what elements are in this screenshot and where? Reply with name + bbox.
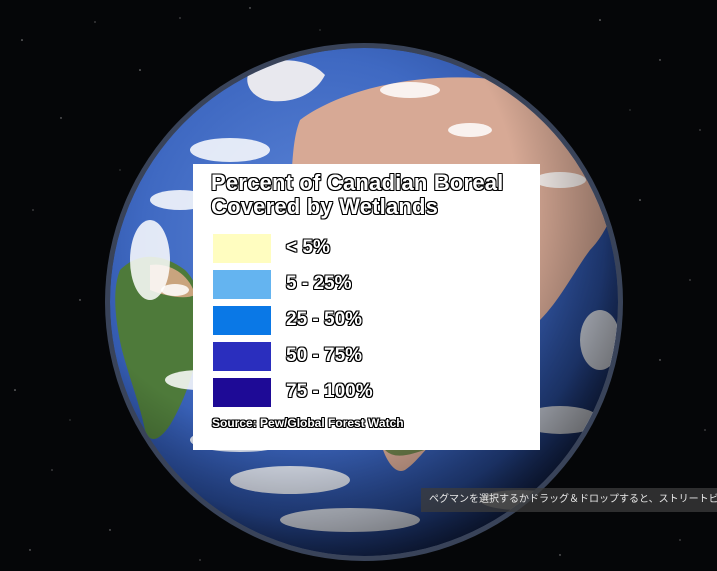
legend-title: Percent of Canadian Boreal Covered by We… (211, 171, 536, 219)
legend-item-label: 75 - 100% (286, 381, 373, 402)
legend-swatch (213, 306, 271, 335)
legend-swatch (213, 270, 271, 299)
wetlands-legend-panel: Percent of Canadian Boreal Covered by We… (193, 164, 540, 450)
legend-source: Source: Pew/Global Forest Watch (212, 416, 404, 430)
legend-item: 50 - 75% (213, 342, 513, 372)
legend-title-line2: Covered by Wetlands (211, 194, 439, 219)
starfield (14, 7, 706, 561)
legend-item-label: 50 - 75% (286, 345, 363, 366)
legend-item: 75 - 100% (213, 378, 513, 408)
legend-item: 5 - 25% (213, 270, 513, 300)
legend-item: < 5% (213, 234, 513, 264)
legend-swatch (213, 342, 271, 371)
legend-swatch (213, 234, 271, 263)
pegman-tooltip: ペグマンを選択するかドラッグ＆ドロップすると、ストリートビ (421, 488, 717, 512)
legend-title-line1: Percent of Canadian Boreal (211, 170, 504, 195)
legend-swatch (213, 378, 271, 407)
legend-item: 25 - 50% (213, 306, 513, 336)
legend-item-label: 5 - 25% (286, 273, 352, 294)
legend-item-label: 25 - 50% (286, 309, 363, 330)
legend-item-label: < 5% (286, 237, 330, 258)
